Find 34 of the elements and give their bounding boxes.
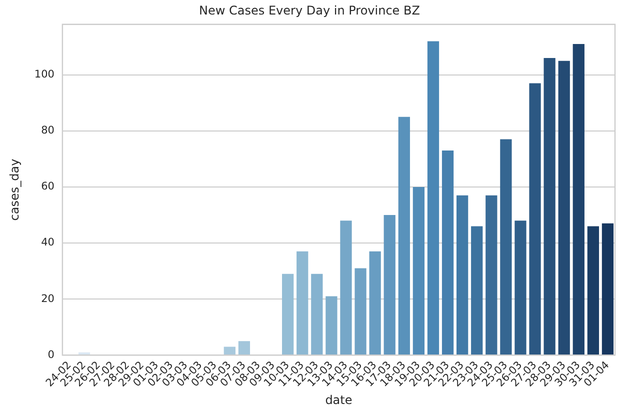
bar [486, 195, 498, 355]
bar [587, 226, 600, 355]
bar [398, 116, 410, 355]
bar [384, 214, 396, 355]
bar [340, 220, 352, 355]
bar [456, 195, 468, 355]
bar [354, 268, 366, 355]
bar [311, 274, 323, 355]
bar [558, 60, 570, 355]
bar [326, 296, 338, 355]
bar [514, 220, 526, 355]
x-axis-title: date [325, 392, 352, 407]
bar [427, 41, 440, 355]
bar [544, 58, 556, 355]
bar [442, 150, 454, 355]
bar [369, 251, 381, 355]
bar [500, 139, 512, 355]
bar [602, 223, 614, 355]
bar [471, 226, 483, 355]
bar [238, 341, 250, 355]
y-tick-label: 0 [48, 348, 54, 361]
y-tick-label: 80 [41, 124, 54, 137]
y-tick-label: 100 [34, 68, 54, 81]
bar [224, 346, 236, 355]
y-axis-title: cases_day [7, 158, 22, 221]
chart-title: New Cases Every Day in Province BZ [199, 3, 420, 18]
bar [572, 44, 584, 355]
bar [282, 274, 294, 355]
bar [529, 83, 541, 355]
bar [412, 186, 425, 355]
y-tick-label: 40 [41, 236, 54, 249]
y-tick-label: 20 [41, 292, 54, 305]
y-tick-label: 60 [41, 180, 54, 193]
bar [296, 251, 308, 355]
